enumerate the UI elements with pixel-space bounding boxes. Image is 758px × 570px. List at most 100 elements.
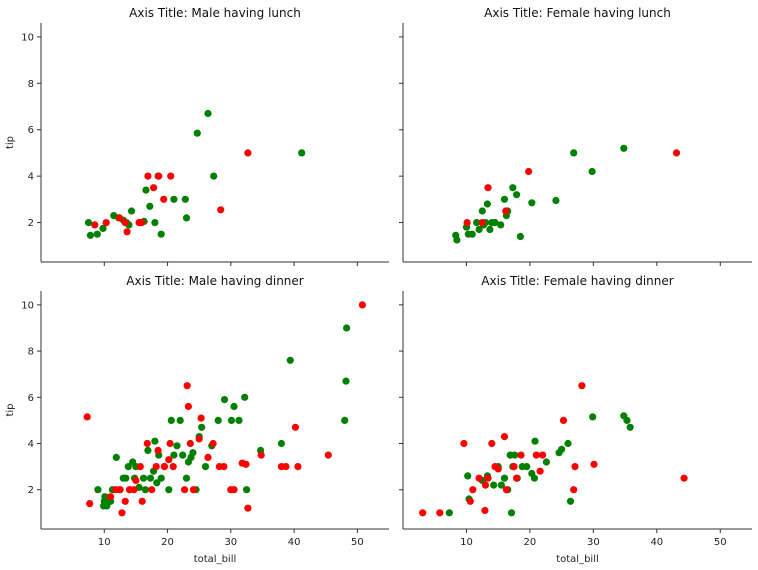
data-point bbox=[132, 476, 140, 485]
panel-title: Axis Title: Female having lunch bbox=[484, 6, 671, 20]
data-point bbox=[517, 451, 525, 459]
data-point bbox=[588, 167, 596, 176]
data-point bbox=[217, 206, 225, 214]
data-point bbox=[623, 416, 631, 424]
data-point bbox=[244, 504, 252, 512]
data-point bbox=[500, 433, 509, 441]
data-point bbox=[143, 439, 151, 448]
data-point bbox=[516, 232, 525, 241]
data-point bbox=[342, 377, 350, 385]
data-point bbox=[176, 416, 184, 424]
data-point bbox=[257, 451, 265, 459]
data-point bbox=[179, 451, 187, 459]
data-point bbox=[539, 451, 547, 459]
data-point bbox=[209, 439, 217, 448]
data-point bbox=[107, 493, 115, 501]
data-point bbox=[144, 446, 152, 454]
data-point bbox=[153, 479, 161, 487]
data-point bbox=[167, 416, 175, 424]
data-point bbox=[204, 453, 212, 461]
data-point bbox=[151, 219, 159, 227]
data-point bbox=[559, 416, 568, 424]
data-point bbox=[341, 416, 349, 424]
data-point bbox=[121, 497, 129, 505]
data-point bbox=[483, 200, 491, 208]
panel-title: Axis Title: Male having lunch bbox=[129, 6, 301, 20]
data-point bbox=[484, 474, 492, 482]
y-tick-label: 4 bbox=[28, 439, 34, 450]
data-point bbox=[121, 219, 129, 227]
data-point bbox=[165, 486, 173, 494]
data-point bbox=[195, 435, 203, 443]
data-point bbox=[198, 423, 206, 431]
data-point bbox=[138, 497, 146, 505]
data-point bbox=[181, 486, 189, 494]
data-point bbox=[157, 230, 165, 238]
data-point bbox=[139, 474, 148, 482]
data-point bbox=[150, 184, 158, 192]
data-point bbox=[626, 423, 634, 431]
y-tick-label: 6 bbox=[28, 125, 34, 136]
data-point bbox=[510, 463, 518, 471]
data-point bbox=[453, 236, 461, 244]
data-point bbox=[484, 184, 492, 192]
data-point bbox=[570, 149, 578, 157]
data-point bbox=[463, 219, 471, 227]
data-point bbox=[502, 486, 510, 494]
data-point bbox=[220, 463, 228, 471]
data-point bbox=[566, 497, 575, 505]
data-point bbox=[146, 202, 154, 210]
data-point bbox=[558, 445, 566, 453]
panel-male-dinner: Axis Title: Male having dinner tip total… bbox=[5, 274, 389, 565]
data-point bbox=[324, 451, 332, 459]
data-point bbox=[93, 230, 101, 238]
data-point bbox=[488, 439, 496, 448]
data-point bbox=[122, 474, 130, 482]
panel-title: Axis Title: Female having dinner bbox=[481, 274, 673, 288]
panel-female-dinner: Axis Title: Female having dinner total_b… bbox=[399, 274, 752, 565]
data-point bbox=[358, 301, 366, 309]
data-point bbox=[528, 199, 536, 207]
data-point bbox=[497, 221, 505, 229]
data-point bbox=[184, 402, 192, 411]
data-point bbox=[481, 506, 489, 515]
data-point bbox=[291, 423, 299, 431]
data-point bbox=[220, 396, 229, 404]
data-point bbox=[241, 393, 249, 401]
data-point bbox=[531, 437, 539, 445]
data-point bbox=[497, 481, 505, 489]
data-point bbox=[197, 414, 205, 422]
data-point bbox=[523, 463, 531, 471]
data-point bbox=[136, 463, 144, 471]
data-point bbox=[181, 195, 189, 203]
x-tick-label: 40 bbox=[650, 537, 663, 548]
data-point bbox=[589, 413, 597, 421]
data-point bbox=[165, 456, 173, 464]
data-point bbox=[167, 172, 175, 180]
y-tick-label: 4 bbox=[28, 172, 34, 183]
data-point bbox=[513, 474, 521, 482]
data-point bbox=[468, 230, 476, 238]
data-point bbox=[160, 195, 168, 203]
data-point bbox=[494, 465, 502, 473]
y-tick-label: 6 bbox=[28, 393, 34, 404]
data-point bbox=[620, 144, 628, 152]
data-point bbox=[182, 474, 191, 482]
data-point bbox=[142, 186, 150, 194]
data-point bbox=[490, 481, 498, 489]
x-tick-label: 20 bbox=[161, 537, 174, 548]
data-point bbox=[502, 207, 510, 215]
y-axis-label: tip bbox=[5, 136, 16, 149]
data-point bbox=[141, 486, 149, 494]
data-point bbox=[169, 463, 177, 471]
data-point bbox=[500, 474, 509, 482]
data-point bbox=[182, 214, 191, 222]
panel-title: Axis Title: Male having dinner bbox=[126, 274, 304, 288]
data-point bbox=[124, 463, 132, 471]
x-axis-label: total_bill bbox=[194, 554, 237, 565]
data-point bbox=[343, 324, 351, 332]
data-point bbox=[478, 219, 486, 227]
data-point bbox=[552, 196, 560, 205]
x-tick-label: 10 bbox=[460, 537, 473, 548]
